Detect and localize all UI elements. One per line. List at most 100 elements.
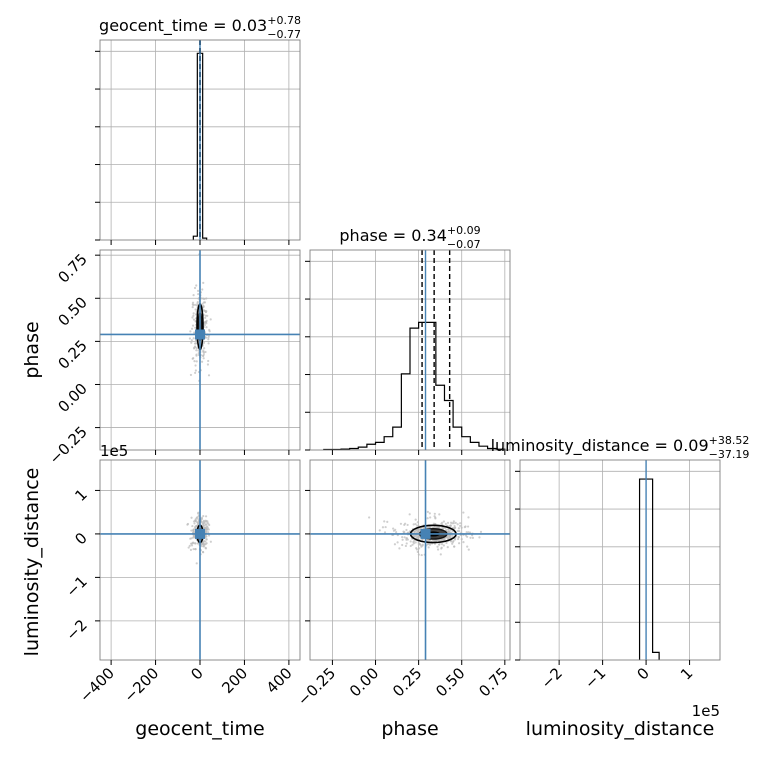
scatter-point	[194, 547, 197, 551]
scatter-point	[190, 327, 194, 330]
y-tick-label: 0.00	[54, 380, 90, 416]
scatter-point	[446, 546, 449, 549]
scatter-point	[200, 516, 204, 519]
scatter-point	[412, 542, 416, 545]
scatter-point	[441, 526, 444, 530]
scatter-point	[195, 284, 198, 287]
panel-frame	[309, 459, 511, 661]
scatter-point	[383, 520, 386, 523]
scatter-point	[205, 525, 209, 528]
panel-background	[520, 460, 720, 660]
scatter-point	[192, 303, 195, 307]
scatter-point	[392, 527, 395, 530]
scatter-point	[466, 525, 470, 528]
scatter-point	[193, 303, 197, 306]
scatter-panel-geocent_time-vs-phase	[99, 249, 301, 451]
y-tick-label: −2	[62, 616, 90, 644]
scatter-point	[453, 538, 457, 541]
scatter-point	[405, 542, 408, 545]
scatter-point	[453, 545, 456, 548]
scatter-point	[204, 530, 207, 534]
scatter-point	[191, 524, 194, 528]
scatter-point	[438, 513, 441, 516]
scatter-point	[205, 542, 208, 545]
scatter-point	[449, 528, 452, 532]
scatter-point	[451, 534, 454, 537]
scatter-point	[409, 540, 412, 543]
scatter-point	[205, 326, 208, 329]
x-tick-label: 0.25	[389, 664, 425, 700]
scatter-point	[412, 523, 415, 526]
x-tick-label: 0.00	[346, 664, 382, 700]
scatter-point	[448, 530, 451, 533]
scatter-point	[197, 292, 200, 296]
scatter-point	[383, 531, 387, 534]
panel-frame	[519, 459, 721, 661]
scatter-point	[413, 539, 416, 542]
scatter-point	[436, 545, 439, 548]
truth-marker	[420, 528, 431, 539]
y-tick-label: 0.25	[54, 336, 90, 372]
scatter-point	[202, 301, 206, 304]
truth-marker	[195, 528, 205, 539]
scatter-point	[204, 310, 208, 314]
scatter-point	[203, 347, 206, 350]
scatter-point	[205, 297, 208, 300]
scatter-point	[195, 562, 198, 565]
x-tick-label: −1	[581, 664, 609, 692]
scatter-point	[442, 544, 445, 547]
scatter-point	[192, 528, 195, 532]
scatter-point	[453, 524, 456, 528]
scatter-point	[193, 286, 197, 290]
scatter-point	[405, 528, 408, 532]
scatter-point	[207, 374, 211, 377]
scatter-point	[202, 521, 205, 524]
x-tick-label: 1	[677, 664, 696, 683]
scatter-point	[197, 349, 200, 352]
scatter-point	[454, 521, 457, 524]
scatter-point	[188, 544, 191, 547]
scatter-point	[399, 522, 403, 525]
scatter-point	[467, 516, 470, 519]
x-tick-label: −0.25	[294, 664, 339, 709]
scatter-point	[204, 314, 207, 317]
scatter-point	[426, 517, 429, 520]
scatter-point	[186, 522, 190, 526]
y-tick-label: −1	[62, 572, 90, 600]
scatter-point	[440, 543, 444, 546]
scatter-point	[195, 349, 198, 352]
scatter-point	[191, 306, 194, 309]
scatter-point	[415, 536, 418, 539]
x-axis-label-geocent_time: geocent_time	[135, 718, 264, 740]
scatter-point	[188, 337, 192, 340]
scatter-point	[459, 524, 462, 528]
scatter-point	[194, 371, 197, 375]
scatter-point	[207, 534, 211, 537]
scatter-point	[195, 516, 199, 519]
scatter-point	[413, 530, 416, 533]
scatter-point	[204, 336, 208, 339]
scatter-point	[202, 281, 205, 285]
scatter-point	[190, 544, 194, 547]
scatter-point	[395, 531, 398, 534]
scatter-point	[457, 527, 461, 530]
scatter-point	[449, 524, 452, 527]
scatter-point	[209, 318, 212, 321]
scatter-point	[194, 519, 197, 522]
scatter-point	[205, 538, 208, 541]
scatter-point	[466, 535, 469, 538]
histogram-step-luminosity_distance	[638, 478, 660, 660]
scatter-point	[194, 542, 197, 545]
scatter-point	[204, 515, 208, 518]
scatter-point	[462, 511, 465, 514]
panel-background	[310, 460, 510, 660]
scatter-point	[469, 536, 472, 539]
scatter-point	[193, 522, 196, 525]
scatter-point	[428, 512, 431, 515]
scatter-point	[427, 539, 430, 542]
scatter-point	[466, 545, 469, 548]
y-tick-label: 0.75	[54, 250, 90, 286]
scatter-point	[205, 528, 208, 531]
scatter-point	[190, 537, 193, 540]
x-axis-label-luminosity_distance: luminosity_distance	[526, 718, 715, 740]
